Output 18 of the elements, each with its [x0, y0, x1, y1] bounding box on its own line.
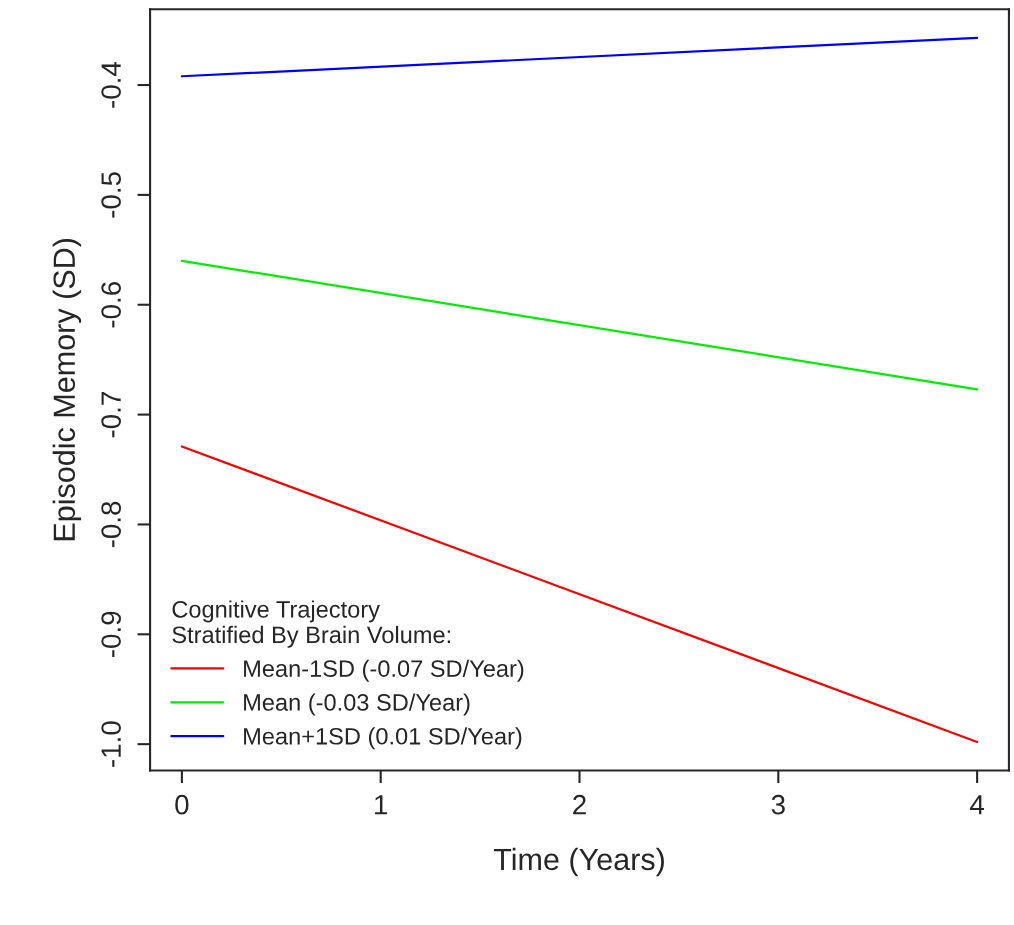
y-tick-label: -0.7: [101, 392, 121, 438]
x-tick-label: 1: [375, 795, 388, 815]
y-tick-label: -0.6: [101, 282, 121, 328]
y-tick-label: -0.8: [101, 501, 121, 548]
x-tick-label: 2: [573, 794, 586, 815]
y-tick-label: -0.5: [101, 172, 121, 218]
y-axis-title: Episodic Memory (SD): [52, 238, 82, 541]
x-axis-title: Time (Years): [493, 847, 664, 877]
legend-label: Mean+1SD (0.01 SD/Year): [244, 727, 522, 750]
y-tick-label: -0.4: [101, 61, 121, 108]
legend-title: Cognitive Trajectory Stratified By Brain Volume:: [172, 600, 451, 648]
legend-label: Mean-1SD (-0.07 SD/Year): [244, 659, 524, 682]
y-tick-label: -0.9: [101, 611, 121, 658]
y-tick-label: -1.0: [101, 721, 121, 767]
x-tick-label: 4: [970, 795, 985, 815]
x-tick-label: 0: [175, 794, 189, 815]
x-tick-label: 3: [771, 794, 785, 815]
legend-label: Mean (-0.03 SD/Year): [244, 693, 470, 716]
